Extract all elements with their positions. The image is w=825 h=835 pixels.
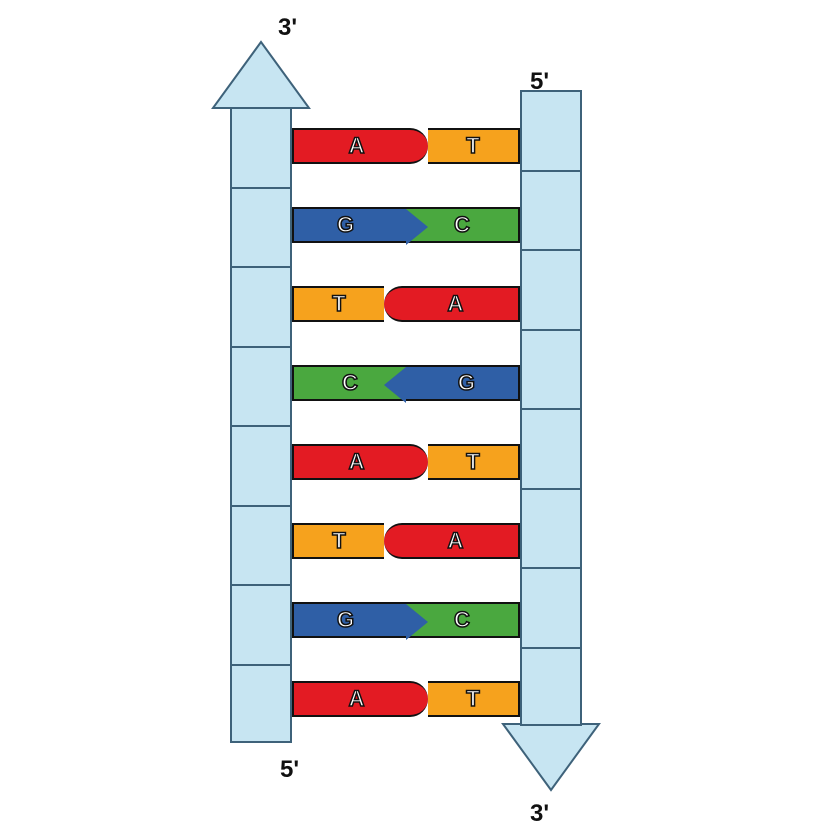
base-T: T <box>292 286 384 322</box>
base-pair: TA <box>292 523 520 559</box>
backbone-segment <box>520 408 582 488</box>
backbone-segment <box>230 107 292 187</box>
backbone-segment <box>230 425 292 505</box>
backbone-segment <box>520 170 582 250</box>
base-letter: A <box>349 449 365 475</box>
base-pair: GC <box>292 207 520 243</box>
label-3-prime-right: 3' <box>530 800 549 828</box>
label-3-prime-left: 3' <box>278 14 297 42</box>
base-letter: T <box>466 686 479 712</box>
base-letter: G <box>458 370 475 396</box>
backbone-segment <box>520 647 582 727</box>
base-letter: T <box>466 133 479 159</box>
base-T: T <box>428 128 520 164</box>
backbone-segment <box>230 505 292 585</box>
base-A: A <box>292 128 428 164</box>
backbone-segment <box>230 187 292 267</box>
base-G: G <box>292 602 406 638</box>
arrow-down-icon <box>501 722 601 792</box>
base-pair: AT <box>292 681 520 717</box>
backbone-right <box>520 90 582 726</box>
base-letter: A <box>447 528 463 554</box>
arrow-up-icon <box>211 40 311 110</box>
backbone-segment <box>230 584 292 664</box>
base-A: A <box>292 444 428 480</box>
base-letter: G <box>337 212 354 238</box>
backbone-segment <box>520 90 582 170</box>
base-A: A <box>384 523 520 559</box>
base-letter: A <box>349 686 365 712</box>
backbone-segment <box>230 664 292 744</box>
backbone-left <box>230 107 292 743</box>
backbone-segment <box>520 567 582 647</box>
base-letter: T <box>332 291 345 317</box>
base-pair: AT <box>292 128 520 164</box>
backbone-segment <box>520 249 582 329</box>
base-T: T <box>428 681 520 717</box>
base-letter: G <box>337 607 354 633</box>
backbone-segment <box>230 266 292 346</box>
base-pair: GC <box>292 602 520 638</box>
base-A: A <box>292 681 428 717</box>
base-letter: T <box>332 528 345 554</box>
backbone-segment <box>230 346 292 426</box>
base-letter: C <box>454 607 470 633</box>
base-letter: C <box>454 212 470 238</box>
dna-diagram: 3' 5' 5' 3' ATGCTACGATTAGCAT <box>0 0 825 835</box>
base-letter: T <box>466 449 479 475</box>
backbone-segment <box>520 488 582 568</box>
label-5-prime-left: 5' <box>280 756 299 784</box>
base-pair: AT <box>292 444 520 480</box>
backbone-segment <box>520 329 582 409</box>
base-pair: TA <box>292 286 520 322</box>
base-T: T <box>428 444 520 480</box>
base-G: G <box>406 365 520 401</box>
base-T: T <box>292 523 384 559</box>
base-G: G <box>292 207 406 243</box>
base-A: A <box>384 286 520 322</box>
base-letter: A <box>349 133 365 159</box>
base-letter: A <box>447 291 463 317</box>
base-letter: C <box>342 370 358 396</box>
base-pair: CG <box>292 365 520 401</box>
